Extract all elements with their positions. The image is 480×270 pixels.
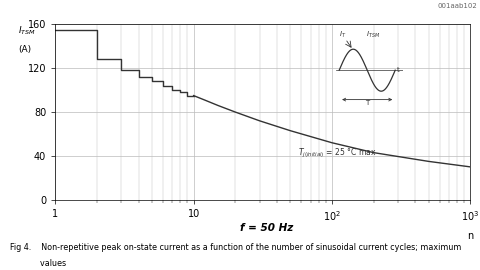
Text: n: n — [467, 231, 474, 241]
Text: $T_{j(initial)}$ = 25 °C max: $T_{j(initial)}$ = 25 °C max — [298, 147, 377, 160]
Text: t: t — [397, 67, 399, 73]
Text: 001aab102: 001aab102 — [438, 3, 478, 9]
Text: T: T — [365, 100, 369, 106]
Text: Fig 4.    Non-repetitive peak on-state current as a function of the number of si: Fig 4. Non-repetitive peak on-state curr… — [10, 243, 461, 252]
Text: $I_T$: $I_T$ — [339, 30, 347, 40]
Text: f = 50 Hz: f = 50 Hz — [240, 223, 293, 233]
Text: $I_{TSM}$: $I_{TSM}$ — [366, 30, 380, 40]
Text: (A): (A) — [18, 45, 31, 54]
Text: $I_{TSM}$: $I_{TSM}$ — [18, 24, 36, 37]
Text: values: values — [10, 259, 66, 268]
